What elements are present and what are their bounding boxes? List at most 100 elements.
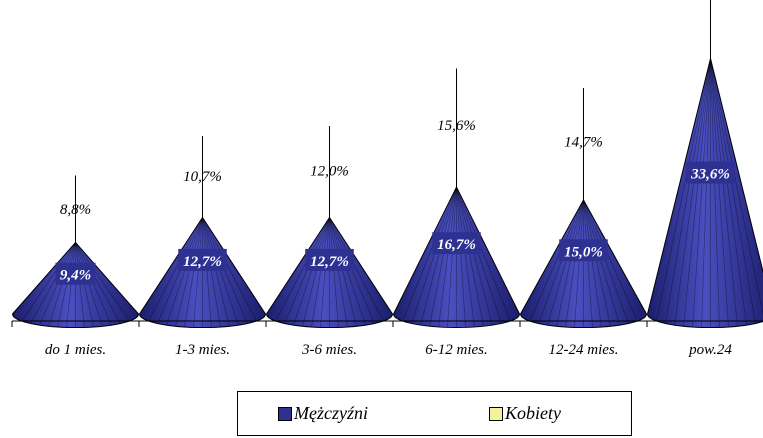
cone-men-0-shade bbox=[66, 242, 76, 328]
cone-men-2-body bbox=[265, 216, 394, 329]
cone-men-5-shade bbox=[701, 58, 711, 328]
cone-men-5-shade bbox=[674, 58, 711, 326]
cone-men-3-shade bbox=[411, 186, 457, 324]
data-label-bg-men-2 bbox=[305, 248, 354, 271]
cone-men-3-shade bbox=[438, 187, 457, 328]
cone-men-2-shade bbox=[329, 217, 366, 326]
cone-men-2-shade bbox=[329, 217, 339, 328]
cone-men-5-shade bbox=[665, 58, 711, 324]
data-label-men-3: 16,7% bbox=[437, 237, 476, 253]
cone-men-4-shade bbox=[583, 199, 602, 328]
data-label-men-0: 9,4% bbox=[60, 268, 91, 284]
cone-men-0-shade bbox=[75, 242, 94, 328]
cone-men-5-shade bbox=[710, 58, 729, 328]
cone-men-3-shade bbox=[429, 187, 457, 327]
cone-men-1-body bbox=[138, 216, 267, 329]
cone-men-0-shade bbox=[75, 242, 85, 328]
cone-men-0-shade bbox=[75, 242, 121, 324]
cone-men-1-shade bbox=[184, 217, 203, 328]
cone-men-2-shade bbox=[275, 217, 330, 322]
cone-men-3-shade bbox=[456, 187, 466, 328]
category-label-5: pow.24 bbox=[688, 342, 732, 358]
data-label-women-3: 15,6% bbox=[437, 118, 476, 134]
cone-men-4-shade bbox=[583, 199, 620, 326]
cone-men-5-body bbox=[646, 58, 763, 329]
cone-men-4 bbox=[519, 198, 648, 329]
cone-men-5-shade bbox=[710, 58, 763, 316]
cone-men-5-shade bbox=[710, 58, 756, 324]
cone-men-2-shade bbox=[329, 217, 348, 328]
category-label-2: 3-6 mies. bbox=[301, 342, 357, 358]
cone-men-4-shade bbox=[583, 199, 629, 324]
cone-men-2-shade bbox=[293, 217, 330, 326]
cone-men-5-shade bbox=[683, 58, 711, 327]
cone-men-3-shade bbox=[456, 187, 484, 327]
category-label-0: do 1 mies. bbox=[45, 342, 106, 358]
cone-men-3-shade bbox=[456, 186, 493, 326]
cone-men-3 bbox=[392, 185, 521, 329]
data-label-bg-men-0 bbox=[55, 262, 96, 285]
data-label-women-2: 12,0% bbox=[310, 163, 349, 179]
cones-layer bbox=[11, 0, 763, 329]
legend-label-series-1: Mężczyźni bbox=[294, 403, 368, 423]
cone-men-0-body bbox=[11, 241, 140, 329]
cone-men-2-shade bbox=[329, 217, 357, 327]
cone-men-3-shade bbox=[456, 187, 475, 328]
cone-men-3-body bbox=[392, 185, 521, 329]
legend: Mężczyźni Kobiety bbox=[237, 391, 632, 436]
cone-men-5-shade bbox=[710, 58, 747, 326]
data-labels: 9,4% 8,8% 12,7% 10,7% 12,7% 12,0% 16,7% 15,6% 15… bbox=[55, 118, 735, 285]
cone-men-4-shade bbox=[565, 199, 584, 328]
data-label-bg-men-5 bbox=[686, 161, 735, 184]
data-label-men-1: 12,7% bbox=[183, 254, 222, 270]
cone-men-5-shade bbox=[692, 58, 711, 328]
cone-men-5-shade bbox=[710, 58, 720, 328]
cone-men-1-shade bbox=[202, 217, 230, 327]
cone-men-0-shade bbox=[57, 242, 76, 328]
cone-men-2-shade bbox=[311, 217, 330, 328]
data-label-women-1: 10,7% bbox=[183, 169, 222, 185]
cone-men-1-shade bbox=[202, 217, 212, 328]
cone-men-1-shade bbox=[175, 217, 203, 327]
legend-item-series-2: Kobiety bbox=[489, 403, 561, 424]
data-label-men-4: 15,0% bbox=[564, 244, 603, 260]
cone-men-4-shade bbox=[538, 199, 584, 324]
cone-men-3-shade bbox=[447, 187, 457, 328]
cone-men-5 bbox=[646, 58, 763, 329]
legend-label-series-2: Kobiety bbox=[505, 403, 561, 423]
data-label-men-5: 33,6% bbox=[690, 167, 730, 183]
x-axis-ticks bbox=[11, 321, 648, 327]
legend-swatch-series-1 bbox=[278, 406, 292, 421]
category-labels: do 1 mies. 1-3 mies. 3-6 mies. 6-12 mies. 12… bbox=[45, 342, 732, 358]
cone-men-4-shade bbox=[556, 199, 584, 327]
cone-men-5-shade bbox=[710, 58, 738, 327]
legend-item-series-1: Mężczyźni bbox=[278, 403, 368, 424]
data-label-bg-men-1 bbox=[178, 248, 227, 271]
data-label-bg-men-3 bbox=[432, 232, 481, 255]
category-label-1: 1-3 mies. bbox=[175, 342, 230, 358]
cone-men-1-shade bbox=[202, 217, 239, 326]
cone-men-4-shade bbox=[583, 199, 593, 328]
cone-men-0-shade bbox=[75, 242, 130, 322]
cone-men-5-shade bbox=[656, 58, 711, 322]
cone-men-1-shade bbox=[193, 217, 203, 328]
data-label-men-2: 12,7% bbox=[310, 254, 349, 270]
cone-men-3-shade bbox=[420, 186, 457, 326]
cone-men-0-shade bbox=[30, 242, 76, 324]
cone-men-3-shade bbox=[402, 186, 457, 322]
legend-swatch-series-2 bbox=[489, 406, 503, 421]
cone-men-2-shade bbox=[329, 217, 384, 322]
cone-men-0 bbox=[11, 241, 140, 329]
cone-men-4-body bbox=[519, 198, 648, 329]
cone-men-1-shade bbox=[202, 217, 257, 322]
cone-men-4-shade bbox=[547, 199, 584, 326]
cone-men-2-shade bbox=[320, 217, 330, 328]
category-label-3: 6-12 mies. bbox=[425, 342, 488, 358]
cone-men-1-shade bbox=[166, 217, 203, 326]
cone-men-4-shade bbox=[574, 199, 584, 328]
data-label-women-0: 8,8% bbox=[60, 202, 91, 218]
cone-men-0-shade bbox=[21, 242, 76, 322]
cone-men-2 bbox=[265, 216, 394, 329]
cone-men-3-shade bbox=[456, 186, 511, 322]
